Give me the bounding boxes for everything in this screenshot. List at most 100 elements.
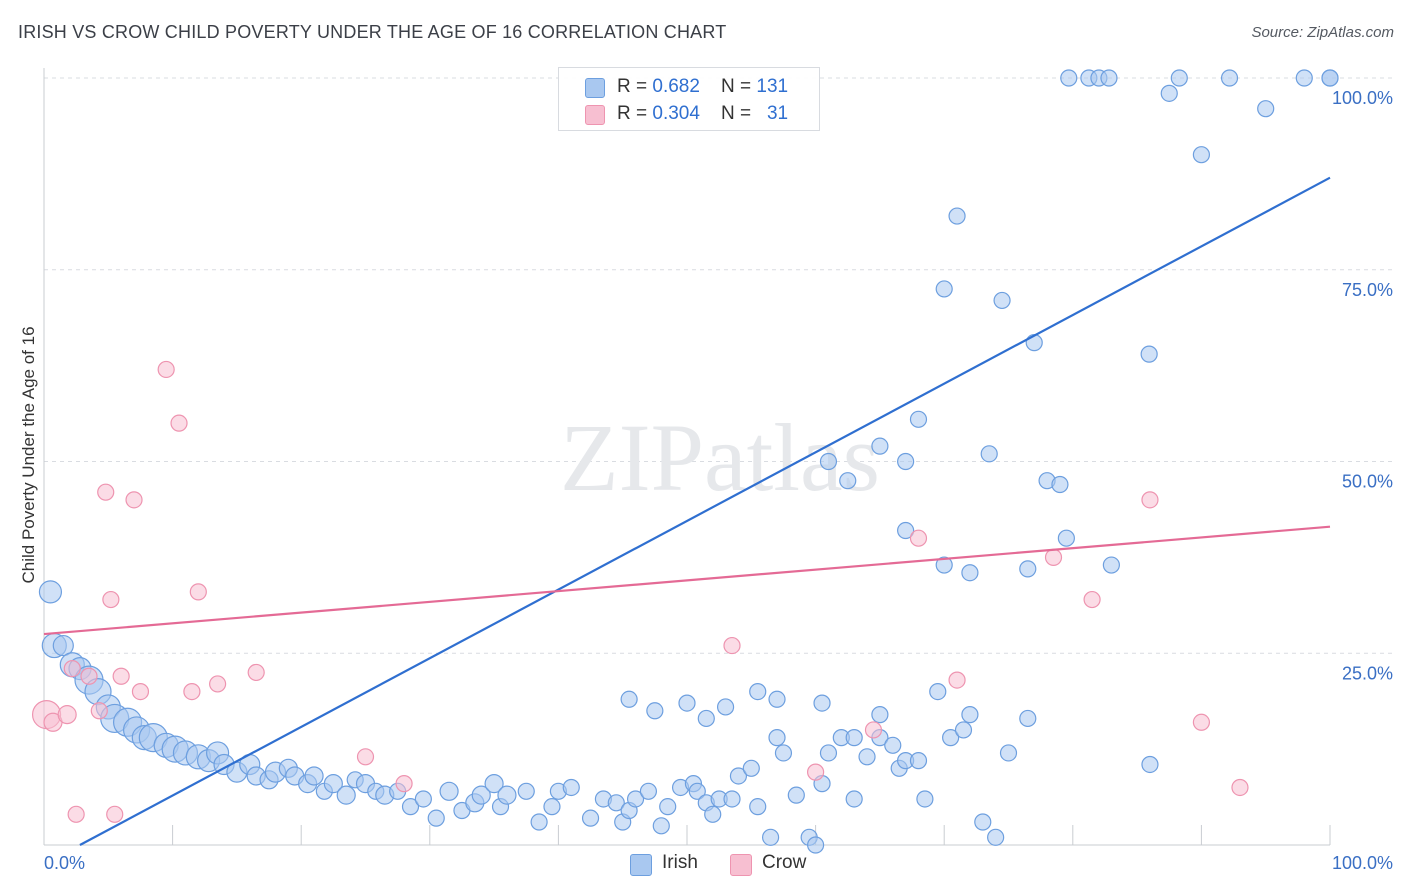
irish-point [471,785,491,805]
y-tick-label-3: 100.0% [1332,88,1393,108]
irish-point [909,752,928,770]
irish-point [909,410,928,428]
y-tick-label-0: 25.0% [1342,663,1393,683]
crow-point [102,590,120,609]
irish-point [626,790,645,808]
crow-point [1231,778,1249,797]
irish-point [678,694,696,712]
irish-point [749,682,767,701]
irish-point [768,690,786,708]
irish-point [980,445,998,463]
irish-point [768,729,786,747]
irish-point [323,774,343,794]
x-tick-label-min: 0.0% [44,853,85,873]
irish-point [607,794,625,812]
series-label-irish: Irish [662,852,698,873]
legend-swatch-irish [585,78,605,98]
irish-point [646,702,664,720]
crow-point [63,659,81,678]
irish-point [517,782,535,800]
irish-point [1019,709,1037,728]
irish-point [562,778,580,797]
x-tick-labels: 0.0% 100.0% [44,853,1393,873]
irish-point [639,782,658,800]
irish-point [401,798,420,816]
grid-lines [44,77,1392,654]
irish-point [688,782,706,800]
legend-n-value-crow: 31 [766,103,789,124]
crow-point [395,775,413,793]
irish-point [999,744,1018,762]
irish-point [787,786,805,804]
crow-point [1192,713,1211,731]
irish-point [819,744,838,762]
irish-point [974,813,992,831]
crow-point [157,360,175,379]
irish-point [1051,475,1069,494]
crow-trend-line [43,525,1331,636]
x-tick-label-max: 100.0% [1332,853,1393,873]
irish-point [961,564,979,582]
irish-point [1141,755,1159,774]
trend-lines [43,176,1331,846]
irish-point [1160,84,1178,102]
irish-point [774,744,793,762]
irish-point [749,798,767,816]
irish-point [530,813,548,831]
irish-point [935,556,953,574]
irish-point [819,452,838,471]
irish-point [871,706,889,724]
crow-point [67,805,85,823]
correlation-legend: R = 0.682 N = 131 R = 0.304 N = 31 [558,67,820,131]
crow-point [131,682,150,701]
irish-point [304,766,324,786]
legend-r-label: R = [617,76,653,97]
irish-point [484,774,504,794]
irish-point [1170,69,1188,87]
y-tick-labels: 25.0% 50.0% 75.0% 100.0% [1332,88,1393,683]
irish-point [1019,560,1037,578]
irish-point [948,207,966,225]
y-tick-label-2: 75.0% [1342,280,1393,300]
crow-point [864,721,883,739]
irish-point [729,767,748,785]
irish-point [38,580,63,604]
irish-point [813,694,831,712]
irish-point [961,706,979,724]
crow-point [806,763,825,781]
irish-point [620,690,638,708]
crow-point [183,682,201,701]
irish-point [897,521,915,540]
irish-point [1060,69,1078,87]
irish-point [935,280,953,298]
irish-point [993,291,1011,310]
crow-point [90,702,108,720]
crow-point [909,529,928,547]
irish-point [916,790,934,808]
crow-point [1044,548,1063,566]
irish-point [1192,146,1211,164]
legend-r-value-irish: 0.682 [652,76,700,97]
irish-point [1220,69,1239,87]
source-label: Source: ZipAtlas.com [1251,24,1394,41]
irish-point [929,682,947,701]
crow-point [80,667,98,685]
irish-point [1257,100,1275,118]
crow-point [209,675,227,693]
irish-point [987,828,1005,846]
crow-series [31,360,1249,823]
crow-point [97,483,115,501]
irish-point [414,790,432,808]
legend-swatch-crow [585,105,605,125]
irish-point [1321,69,1339,87]
irish-point [52,634,74,657]
irish-point [336,785,356,805]
irish-point [652,817,670,835]
irish-point [543,798,561,816]
chart-title: IRISH VS CROW CHILD POVERTY UNDER THE AG… [18,22,727,42]
series-swatch-crow [730,854,752,876]
crow-point [106,805,124,823]
crow-point [356,748,375,766]
crow-point [125,491,143,509]
